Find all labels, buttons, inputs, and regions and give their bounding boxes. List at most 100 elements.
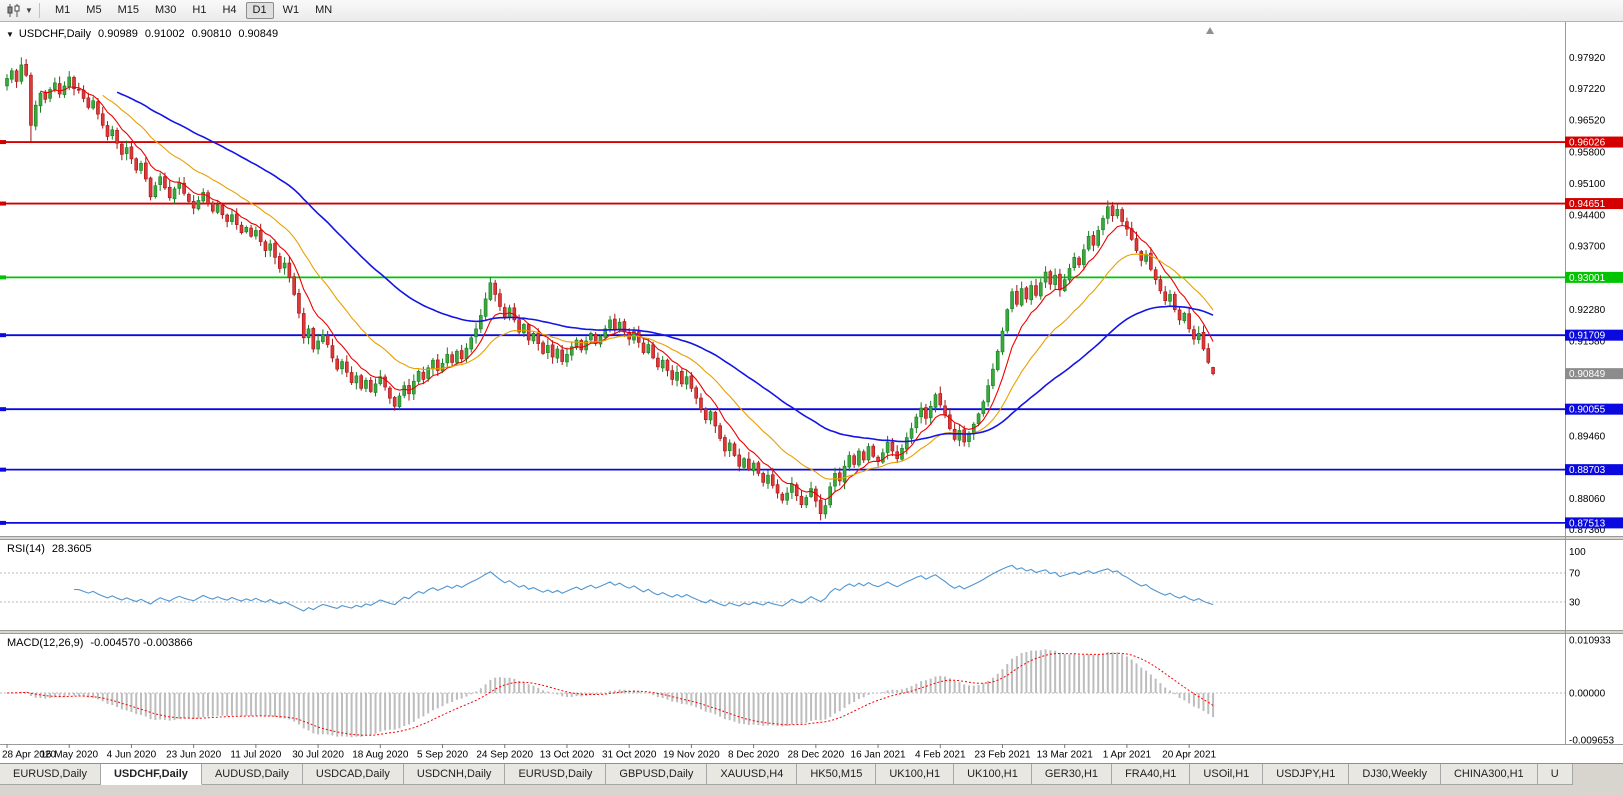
svg-text:23 Jun 2020: 23 Jun 2020 [166,750,221,761]
svg-text:0.97920: 0.97920 [1569,53,1606,64]
chart-tab-usdcnh-daily[interactable]: USDCNH,Daily [403,764,506,785]
macd-name: MACD(12,26,9) [7,637,84,649]
svg-text:1 Apr 2021: 1 Apr 2021 [1103,750,1152,761]
chart-tab-uk100-h1[interactable]: UK100,H1 [954,764,1032,785]
svg-text:31 Oct 2020: 31 Oct 2020 [602,750,657,761]
svg-text:0.93700: 0.93700 [1569,242,1606,253]
timeframe-buttons: M1 M5 M15 M30 H1 H4 D1 W1 MN [47,2,340,19]
svg-text:13 Mar 2021: 13 Mar 2021 [1037,750,1094,761]
svg-text:0.91580: 0.91580 [1569,336,1606,347]
collapse-arrow-icon[interactable]: ▼ [6,29,14,39]
svg-text:0.90849: 0.90849 [1569,369,1606,380]
svg-text:0.88060: 0.88060 [1569,494,1606,505]
svg-text:0.94651: 0.94651 [1569,199,1606,210]
chart-tab-uk100-h1[interactable]: UK100,H1 [876,764,955,785]
timeframe-button-h4[interactable]: H4 [215,2,243,19]
svg-text:0.92280: 0.92280 [1569,305,1606,316]
svg-text:8 Dec 2020: 8 Dec 2020 [728,750,780,761]
rsi-indicator-label: RSI(14) 28.3605 [7,543,92,555]
timeframe-button-d1[interactable]: D1 [245,2,274,19]
svg-text:0.89460: 0.89460 [1569,431,1606,442]
svg-text:0.93001: 0.93001 [1569,273,1606,284]
rsi-line [73,564,1214,612]
chart-tabs-bar: EURUSD,Daily USDCHF,Daily AUDUSD,Daily USDC… [0,763,1623,795]
moving-average-8 [40,86,1214,501]
chart-tab-dj30-weekly[interactable]: DJ30,Weekly [1349,764,1441,785]
macd-indicator-label: MACD(12,26,9) -0.004570 -0.003866 [7,637,193,649]
chart-type-candlestick-icon[interactable] [5,2,23,19]
timeframe-button-m15[interactable]: M15 [111,2,146,19]
chart-tab-hk50-m15[interactable]: HK50,M15 [797,764,877,785]
svg-text:13 Oct 2020: 13 Oct 2020 [540,750,595,761]
timeframe-button-m30[interactable]: M30 [148,2,183,19]
price-chart-canvas[interactable]: 0.97920 0.97220 0.96520 0.95800 0.95100 0.944… [0,22,1623,763]
svg-text:0.87513: 0.87513 [1569,518,1606,529]
svg-text:100: 100 [1569,547,1586,558]
rsi-value: 28.3605 [51,543,92,555]
svg-text:0.96520: 0.96520 [1569,115,1606,126]
candlestick-series [5,57,1215,521]
svg-text:28 Dec 2020: 28 Dec 2020 [787,750,844,761]
chart-ohlc-title: ▼ USDCHF,Daily 0.90989 0.91002 0.90810 0… [6,28,278,40]
chart-tab-u[interactable]: U [1537,764,1573,785]
svg-text:28 Apr 2020: 28 Apr 2020 [2,750,56,761]
chart-tab-usdchf-daily[interactable]: USDCHF,Daily [100,764,202,785]
ohlc-close: 0.90849 [238,28,279,40]
ohlc-open: 0.90989 [98,28,138,40]
svg-text:0.94400: 0.94400 [1569,210,1606,221]
svg-text:0.87360: 0.87360 [1569,525,1606,536]
chart-tab-china300-h1[interactable]: CHINA300,H1 [1440,764,1538,785]
chart-tab-eurusd-daily[interactable]: EURUSD,Daily [505,764,607,785]
svg-text:18 Aug 2020: 18 Aug 2020 [352,750,409,761]
chart-tab-usoil-h1[interactable]: USOil,H1 [1190,764,1264,785]
svg-text:24 Sep 2020: 24 Sep 2020 [476,750,533,761]
chart-tab-eurusd-daily[interactable]: EURUSD,Daily [0,764,101,785]
ohlc-low: 0.90810 [191,28,232,40]
chart-symbol-label: USDCHF,Daily [18,28,92,40]
svg-text:30: 30 [1569,598,1581,609]
timeframe-button-m1[interactable]: M1 [48,2,77,19]
svg-text:20 Apr 2021: 20 Apr 2021 [1162,750,1216,761]
svg-text:0.95100: 0.95100 [1569,179,1606,190]
moving-average-21 [102,94,1214,480]
svg-text:0.90055: 0.90055 [1569,405,1606,416]
horizontal-lines[interactable] [0,140,1565,525]
svg-text:0.95800: 0.95800 [1569,148,1606,159]
svg-text:5 Sep 2020: 5 Sep 2020 [417,750,469,761]
chart-tab-usdcad-daily[interactable]: USDCAD,Daily [302,764,404,785]
chart-tab-audusd-daily[interactable]: AUDUSD,Daily [201,764,303,785]
svg-text:30 Jul 2020: 30 Jul 2020 [292,750,344,761]
svg-text:16 May 2020: 16 May 2020 [40,750,98,761]
svg-text:16 Jan 2021: 16 Jan 2021 [851,750,906,761]
svg-text:0.91709: 0.91709 [1569,331,1606,342]
top-toolbar: ▼ M1 M5 M15 M30 H1 H4 D1 W1 MN [0,0,1623,22]
chart-tab-ger30-h1[interactable]: GER30,H1 [1031,764,1113,785]
rsi-name: RSI(14) [7,543,45,555]
svg-text:-0.009653: -0.009653 [1569,735,1614,746]
svg-text:0.97220: 0.97220 [1569,84,1606,95]
svg-text:19 Nov 2020: 19 Nov 2020 [663,750,720,761]
chart-tab-xauusd-h4[interactable]: XAUUSD,H4 [707,764,798,785]
macd-values: -0.004570 -0.003866 [90,637,193,649]
timeframe-button-w1[interactable]: W1 [276,2,307,19]
timeframe-button-m5[interactable]: M5 [79,2,108,19]
macd-histogram [10,649,1215,738]
macd-signal-line [6,652,1214,736]
svg-text:0.96026: 0.96026 [1569,138,1606,149]
chart-tab-fra40-h1[interactable]: FRA40,H1 [1112,764,1191,785]
svg-text:0.010933: 0.010933 [1569,635,1611,646]
ohlc-high: 0.91002 [144,28,185,40]
chart-type-dropdown-caret[interactable]: ▼ [25,6,33,15]
chart-shift-marker-icon[interactable] [1206,27,1214,34]
timeframe-button-h1[interactable]: H1 [185,2,213,19]
svg-text:4 Feb 2021: 4 Feb 2021 [915,750,966,761]
svg-text:0.88703: 0.88703 [1569,465,1606,476]
moving-average-55 [116,91,1214,443]
svg-text:23 Feb 2021: 23 Feb 2021 [974,750,1031,761]
svg-text:70: 70 [1569,569,1581,580]
svg-text:11 Jul 2020: 11 Jul 2020 [230,750,281,761]
chart-tab-gbpusd-daily[interactable]: GBPUSD,Daily [606,764,708,785]
timeframe-button-mn[interactable]: MN [308,2,339,19]
chart-tab-usdjpy-h1[interactable]: USDJPY,H1 [1263,764,1350,785]
